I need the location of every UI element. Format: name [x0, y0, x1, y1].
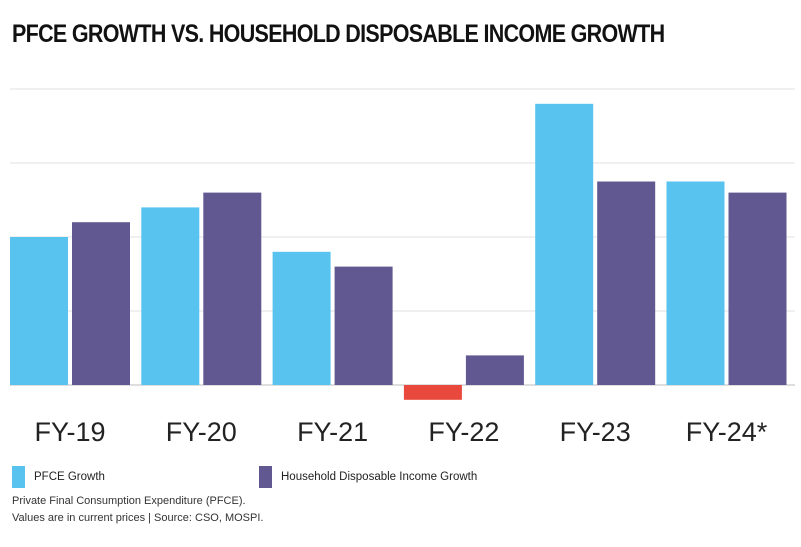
bar-pfce-fy24 [666, 181, 725, 385]
legend-label-pfce: PFCE Growth [34, 471, 105, 483]
legend-swatch-household-income [259, 466, 272, 488]
bar-pfce-fy23 [535, 103, 594, 386]
legend-label-household-income: Household Disposable Income Growth [281, 471, 478, 483]
bar-household-income-fy20 [203, 192, 262, 385]
legend-item-pfce: PFCE Growth [12, 466, 105, 488]
bar-pfce-fy21 [272, 251, 331, 385]
bar-pfce-fy22 [403, 385, 462, 400]
category-label: FY-21 [297, 417, 368, 447]
bar-household-income-fy21 [334, 266, 393, 385]
category-label: FY-24* [686, 417, 768, 447]
category-labels: FY-19 FY-20 FY-21 FY-22 FY-23 FY-24* [34, 417, 767, 447]
bar-household-income-fy19 [72, 222, 130, 385]
bar-household-income-fy22 [465, 355, 524, 385]
legend-item-household-income: Household Disposable Income Growth [259, 466, 477, 488]
bar-household-income-fy24 [728, 192, 787, 385]
bar-pfce-fy20 [141, 207, 200, 385]
gridlines [10, 88, 795, 386]
category-label: FY-19 [34, 417, 105, 447]
bar-chart: FY-19 FY-20 FY-21 FY-22 FY-23 FY-24* [10, 88, 795, 447]
bar-pfce-fy19 [10, 237, 68, 385]
category-label: FY-23 [560, 417, 631, 447]
legend-swatch-pfce [12, 466, 25, 488]
chart-title: PFCE GROWTH VS. HOUSEHOLD DISPOSABLE INC… [12, 20, 665, 48]
bar-household-income-fy23 [597, 181, 656, 385]
bars [10, 103, 787, 400]
footnote-source: Values are in current prices | Source: C… [12, 512, 264, 524]
category-label: FY-20 [166, 417, 237, 447]
footnote-definition: Private Final Consumption Expenditure (P… [12, 495, 246, 507]
category-label: FY-22 [428, 417, 499, 447]
